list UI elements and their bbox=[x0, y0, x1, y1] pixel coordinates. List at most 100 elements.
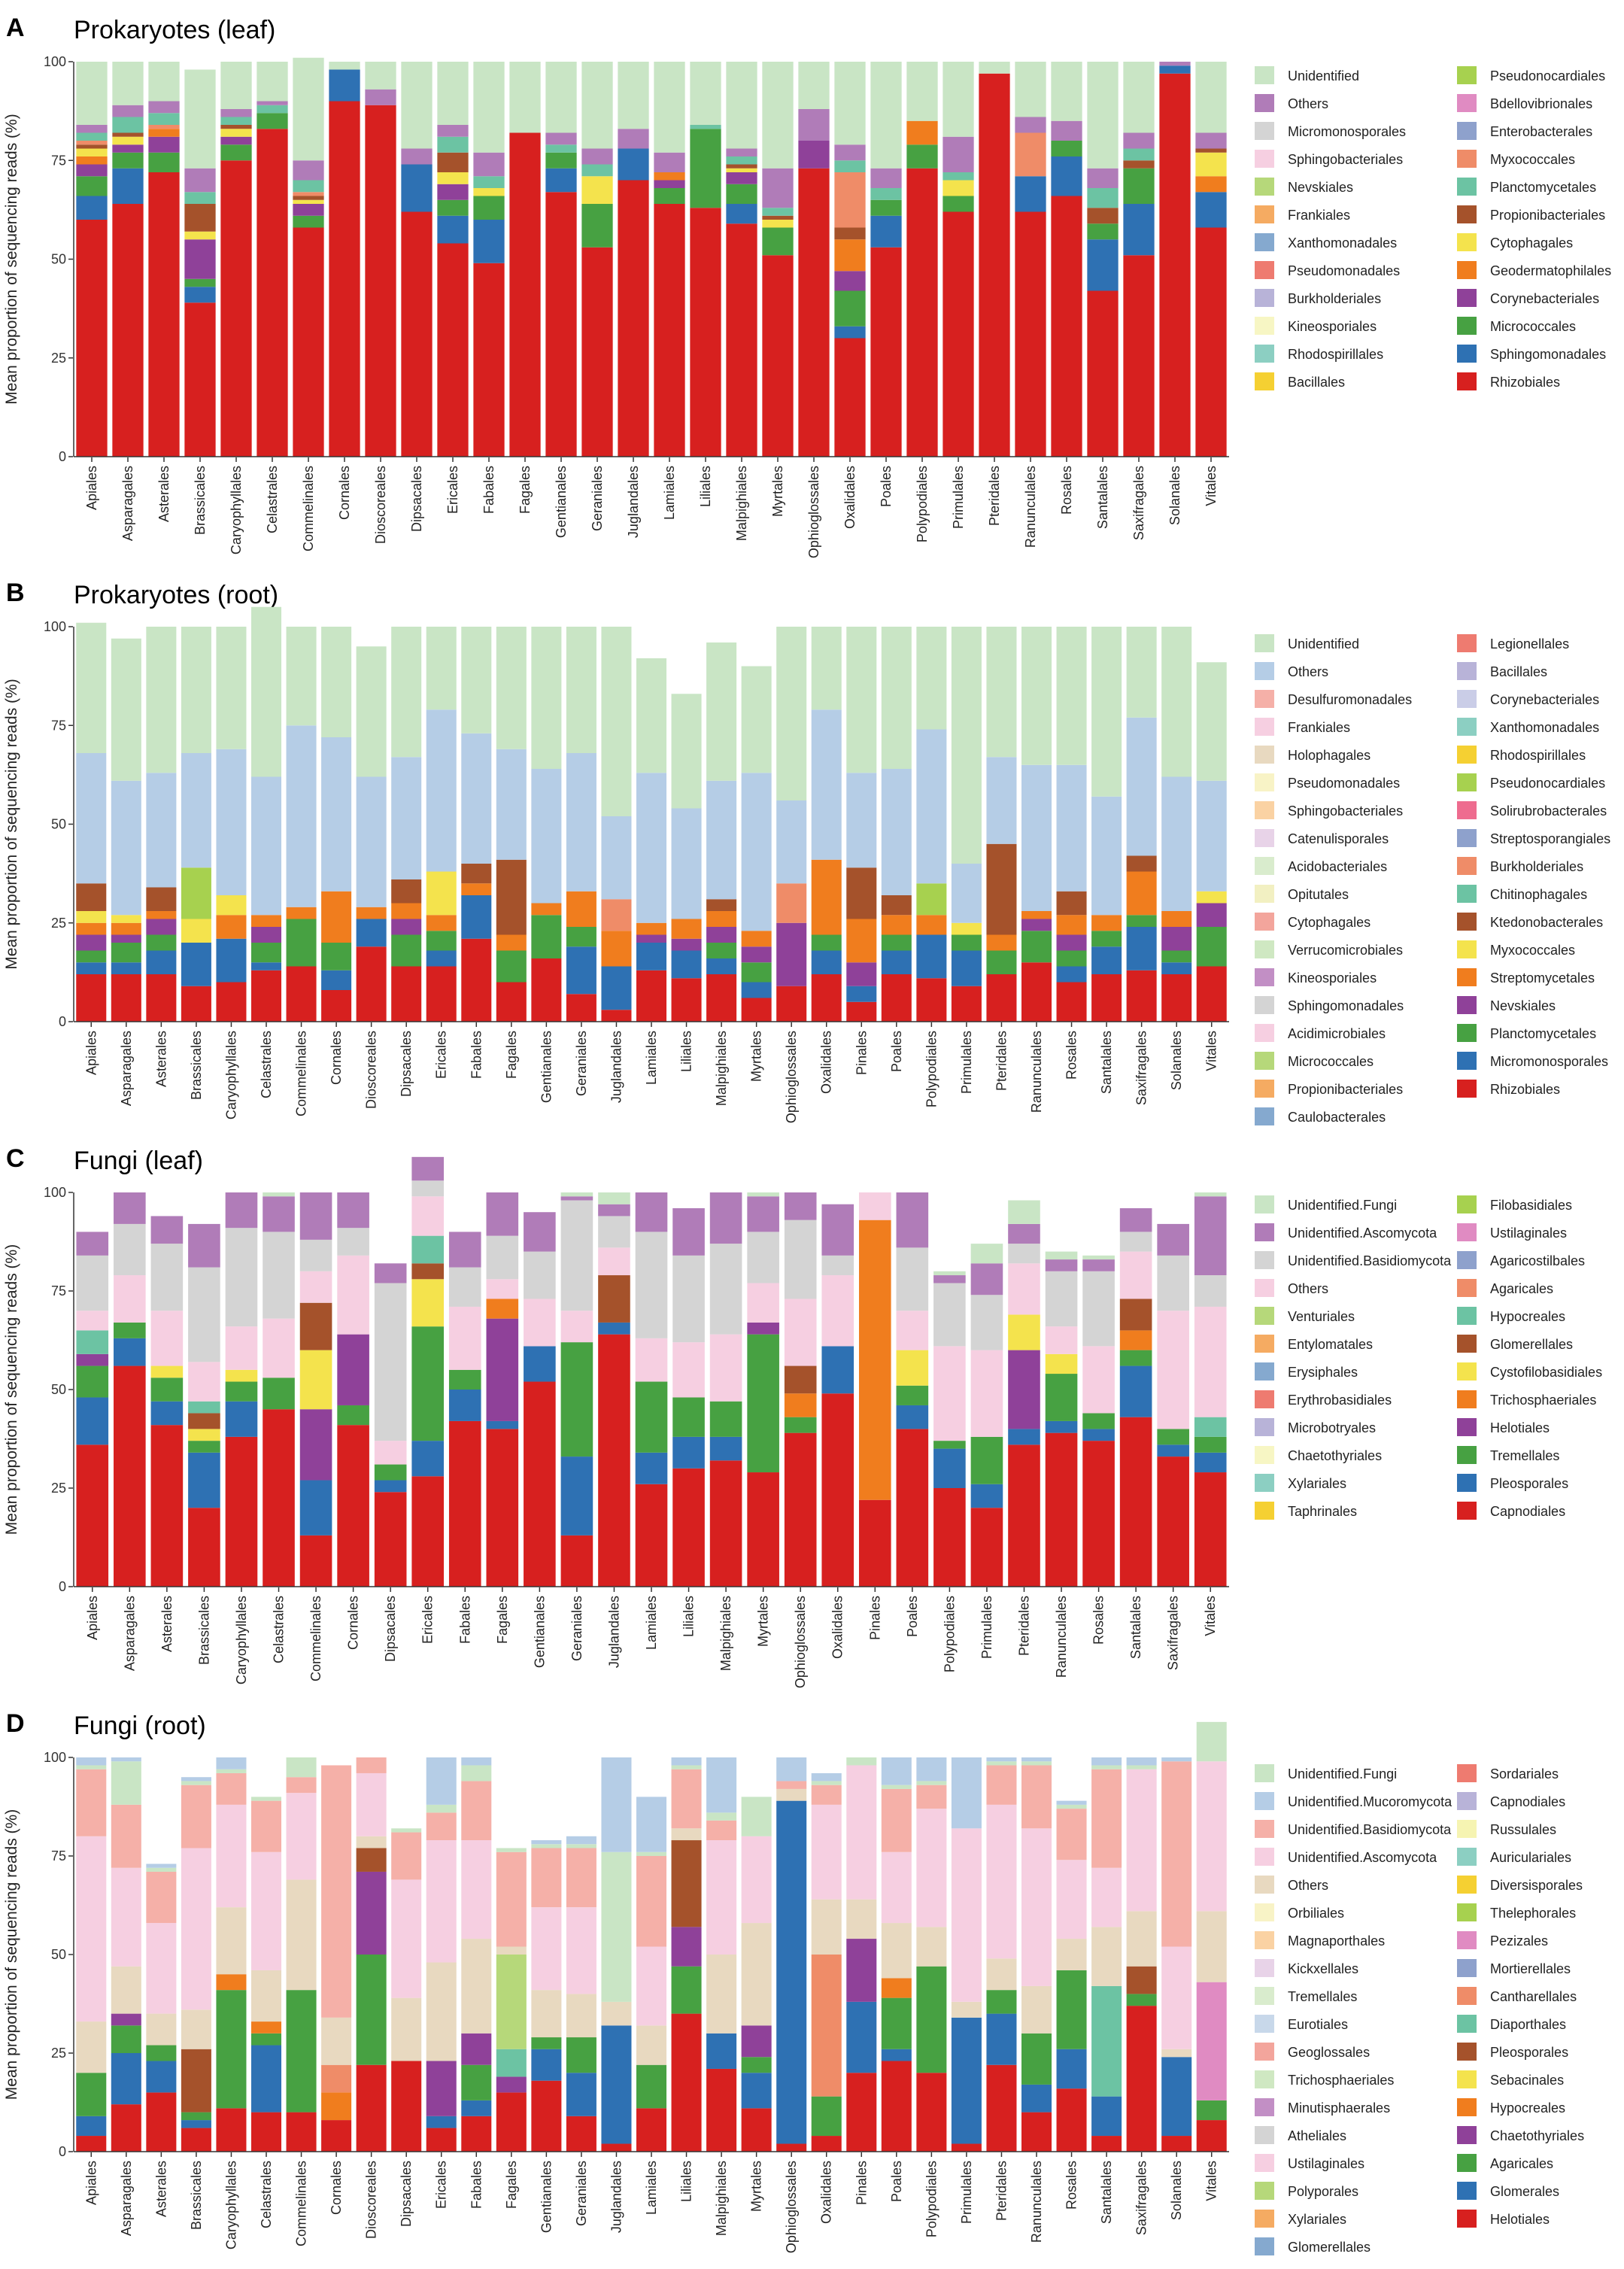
bar-segment-rhizobiales bbox=[146, 974, 177, 1022]
legend-swatch-erythrobasidiales bbox=[1255, 1390, 1274, 1408]
bar-segment-micrococcales bbox=[220, 144, 252, 161]
legend-label-micromonosporales: Micromonosporales bbox=[1490, 1054, 1608, 1069]
bar-segment-unidentified-mucoromycota bbox=[671, 1757, 702, 1766]
bar-segment-nevskiales bbox=[706, 927, 737, 943]
bar-segment-unidentified-basidiomycota bbox=[263, 1232, 295, 1319]
bar-segment-rhizobiales bbox=[906, 168, 938, 457]
bar-segment-others bbox=[286, 725, 317, 907]
bar-segment-others bbox=[448, 1306, 481, 1370]
x-tick-label: Lamiales bbox=[644, 1031, 659, 1085]
legend-swatch-rhizobiales bbox=[1457, 1080, 1477, 1098]
x-tick-label: Rosales bbox=[1064, 1031, 1079, 1080]
y-tick-label: 100 bbox=[44, 1750, 66, 1765]
legend-swatch-helotiales bbox=[1457, 1418, 1477, 1436]
bar-segment-unidentified-basidiomycota bbox=[1082, 1271, 1115, 1347]
bar-segment-cystofilobasidiales bbox=[188, 1429, 220, 1441]
bar-segment-cystofilobasidiales bbox=[225, 1369, 258, 1382]
bar-segment-glomerales bbox=[250, 2045, 282, 2113]
bar-segment-unidentified bbox=[329, 62, 360, 70]
bar-segment-unidentified bbox=[741, 666, 772, 773]
bar-segment-unidentified-ascomycota bbox=[560, 1196, 593, 1201]
bar-segment-unidentified-mucoromycota bbox=[706, 1757, 737, 1813]
legend-swatch-micrococcales bbox=[1255, 1052, 1274, 1070]
legend-swatch-micromonosporales bbox=[1255, 122, 1274, 140]
bar-segment-helotiales bbox=[846, 2073, 877, 2152]
x-tick-label: Polypodiales bbox=[942, 1596, 957, 1672]
x-tick-label: Commelinales bbox=[294, 2161, 309, 2246]
legend-swatch-cytophagales bbox=[1457, 233, 1477, 251]
bar-segment-unidentified bbox=[906, 62, 938, 121]
bar-segment-rhizobiales bbox=[76, 220, 108, 457]
bar-segment-unidentified-ascomycota bbox=[150, 1216, 184, 1244]
bar-segment-sphingomonadales bbox=[401, 164, 433, 212]
legend-swatch-trichosphaeriales bbox=[1457, 1390, 1477, 1408]
legend-label-sphingobacteriales: Sphingobacteriales bbox=[1288, 803, 1403, 819]
bar-segment-rhizobiales bbox=[654, 204, 685, 457]
bar-segment-unidentified-basidiomycota bbox=[566, 1848, 596, 1908]
bar-segment-others bbox=[1051, 120, 1082, 141]
bar-segment-agaricales bbox=[741, 2057, 772, 2073]
bar-segment-glomerales bbox=[846, 2001, 877, 2073]
bar-segment-pleosporales bbox=[1126, 1966, 1157, 1994]
bar-segment-rhizobiales bbox=[1087, 290, 1119, 457]
x-tick-label: Ericales bbox=[445, 466, 460, 514]
bar-segment-glomerellales bbox=[1119, 1299, 1152, 1331]
bar-segment-streptomycetales bbox=[391, 903, 422, 919]
legend-label-rhizobiales: Rhizobiales bbox=[1490, 375, 1560, 390]
bar-segment-unidentified bbox=[846, 627, 877, 773]
x-tick-label: Oxalidales bbox=[819, 1031, 834, 1094]
x-tick-label: Oxalidales bbox=[830, 1596, 845, 1659]
bar-segment-glomerellales bbox=[598, 1275, 630, 1323]
panel-letter: D bbox=[6, 1709, 25, 1738]
bar-segment-others bbox=[741, 1923, 772, 2026]
bar-segment-rhizobiales bbox=[286, 966, 317, 1022]
bar-segment-others bbox=[524, 1299, 556, 1347]
bar-segment-helotiales bbox=[286, 2112, 317, 2152]
x-tick-label: Rosales bbox=[1064, 2161, 1079, 2210]
bar-segment-agaricales bbox=[1196, 2100, 1227, 2121]
legend-swatch-xanthomonadales bbox=[1255, 233, 1274, 251]
legend-swatch-desulfuromonadales bbox=[1255, 690, 1274, 708]
bar-segment-streptomycetales bbox=[461, 883, 492, 895]
bar-segment-rhizobiales bbox=[811, 974, 842, 1022]
bar-segment-streptomycetales bbox=[286, 907, 317, 919]
legend-label-atheliales: Atheliales bbox=[1288, 2128, 1346, 2143]
bar-segment-unidentified-mucoromycota bbox=[811, 1772, 842, 1781]
bar-segment-pleosporales bbox=[1082, 1429, 1115, 1441]
bar-segment-unidentified-fungi bbox=[747, 1192, 779, 1197]
bar-segment-agaricales bbox=[76, 2073, 107, 2116]
legend-label-pleosporales: Pleosporales bbox=[1490, 1476, 1568, 1491]
bar-segment-unidentified bbox=[111, 638, 141, 781]
x-tick-label: Caryophyllales bbox=[223, 1031, 238, 1119]
bar-segment-propionibacteriales bbox=[437, 152, 469, 172]
legend-swatch-unidentified bbox=[1255, 66, 1274, 84]
bar-segment-rhizobiales bbox=[671, 978, 702, 1022]
legend-swatch-pezizales bbox=[1457, 1931, 1477, 1949]
bar-segment-planctomycetales bbox=[321, 943, 352, 970]
x-tick-label: Ophioglossales bbox=[793, 1596, 808, 1688]
bar-segment-unidentified bbox=[76, 62, 108, 125]
bar-segment-rhizobiales bbox=[184, 302, 216, 457]
x-tick-label: Pteridales bbox=[994, 2161, 1009, 2221]
bar-segment-myxococcales bbox=[1196, 891, 1227, 904]
bar-segment-others bbox=[220, 109, 252, 117]
bar-segment-streptomycetales bbox=[356, 907, 387, 919]
bar-segment-unidentified-basidiomycota bbox=[531, 1848, 562, 1908]
bar-segment-others bbox=[531, 769, 562, 904]
bar-segment-micrococcales bbox=[473, 196, 505, 220]
bar-segment-unidentified-basidiomycota bbox=[225, 1228, 258, 1327]
bar-segment-unidentified-fungi bbox=[560, 1192, 593, 1197]
legend-swatch-xylariales bbox=[1255, 2210, 1274, 2228]
legend-swatch-bacillales bbox=[1457, 662, 1477, 680]
bar-segment-others bbox=[881, 1923, 912, 1979]
bar-segment-agaricales bbox=[146, 2045, 177, 2061]
bar-segment-micromonosporales bbox=[76, 962, 107, 974]
y-axis-label: Mean proportion of sequencing reads (%) bbox=[3, 1244, 20, 1535]
legend-label-planctomycetales: Planctomycetales bbox=[1490, 180, 1596, 195]
x-tick-label: Caryophyllales bbox=[234, 1596, 249, 1684]
bar-segment-unidentified-basidiomycota bbox=[636, 1856, 667, 1947]
bar-segment-cystofilobasidiales bbox=[1045, 1353, 1078, 1374]
bar-segment-pleosporales bbox=[76, 1397, 109, 1445]
y-tick-label: 50 bbox=[51, 1947, 66, 1962]
bar-segment-ktedonobacterales bbox=[881, 895, 912, 916]
